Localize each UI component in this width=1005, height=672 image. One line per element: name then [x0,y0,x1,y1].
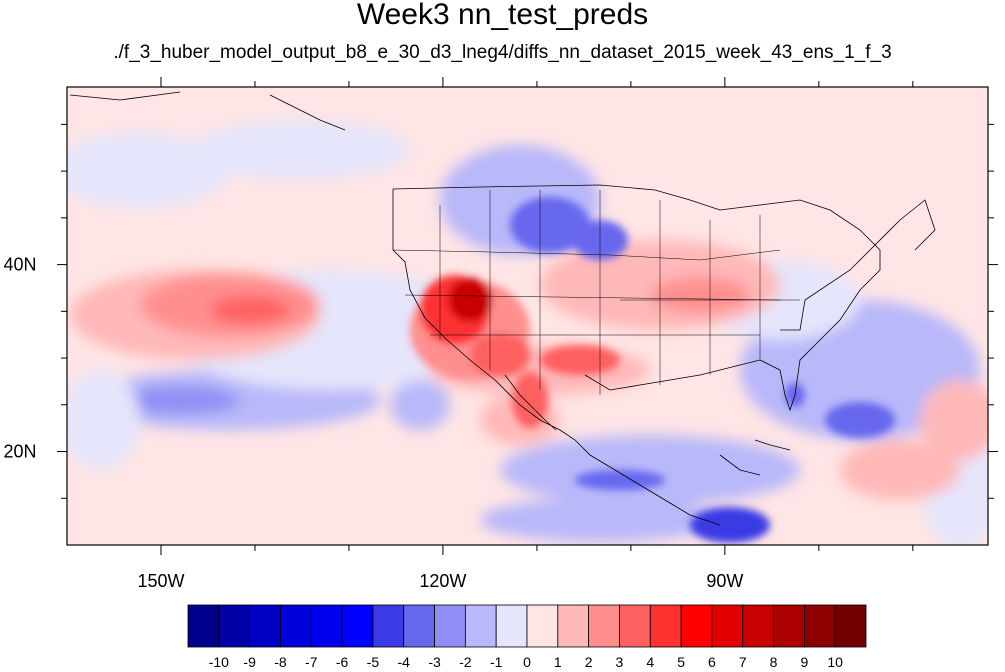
colorbar-label: 1 [554,654,562,670]
colorbar-label: 6 [708,654,716,670]
colorbar-label: 10 [827,654,843,670]
colorbar-label: 0 [523,654,531,670]
map-title: Week3 nn_test_preds [356,0,649,31]
colorbar-box [619,604,651,648]
colorbar-label: 3 [616,654,624,670]
latitude-ticks: 40N 20N [3,123,998,499]
anomaly-field [67,87,988,545]
colorbar-label: 2 [585,654,593,670]
colorbar-box [742,604,774,648]
colorbar-box [588,604,620,648]
colorbar-label: -8 [274,654,287,670]
colorbar-box [341,604,374,648]
colorbar-box [680,604,713,648]
colorbar-box [711,604,744,648]
colorbar-label: -5 [367,654,380,670]
map-subtitle: ./f_3_huber_model_output_b8_e_30_d3_lneg… [113,42,892,63]
colorbar-labels: -10 -9 -8 -7 -6 -5 -4 -3 -2 -1 0 1 2 3 4 5 6 7 8 9 10 [209,654,843,670]
coastlines [69,91,936,526]
colorbar-box [434,604,466,648]
lat-label: 40N [3,255,36,275]
colorbar-box [649,604,682,648]
colorbar-label: -9 [243,654,256,670]
colorbar-label: -3 [428,654,441,670]
colorbar-label: 7 [739,654,747,670]
colorbar-box [803,604,836,648]
colorbar-box [403,604,435,648]
colorbar-box [526,604,559,648]
colorbar-label: 8 [770,654,778,670]
colorbar-box [187,604,220,648]
colorbar-box [372,604,405,648]
lat-label: 20N [3,442,36,462]
colorbar-label: -6 [336,654,349,670]
colorbar-box [218,604,251,648]
lon-label: 120W [419,571,466,591]
colorbar-label: 9 [800,654,808,670]
colorbar-label: 5 [677,654,685,670]
colorbar-box [249,604,281,648]
colorbar-box [557,604,590,648]
longitude-ticks: 150W 120W 90W [137,77,914,591]
colorbar-box [464,604,497,648]
colorbar [187,604,867,648]
colorbar-box [280,604,312,648]
colorbar-label: -1 [490,654,503,670]
colorbar-label: -10 [209,654,229,670]
colorbar-label: -7 [305,654,318,670]
map-frame [66,86,989,546]
lon-label: 150W [137,571,184,591]
colorbar-box [834,604,867,648]
colorbar-box [310,604,343,648]
colorbar-label: 4 [646,654,654,670]
colorbar-box [495,604,528,648]
state-borders [392,190,800,395]
colorbar-label: -2 [459,654,472,670]
colorbar-label: -4 [398,654,411,670]
lon-label: 90W [706,571,743,591]
colorbar-box [773,604,805,648]
